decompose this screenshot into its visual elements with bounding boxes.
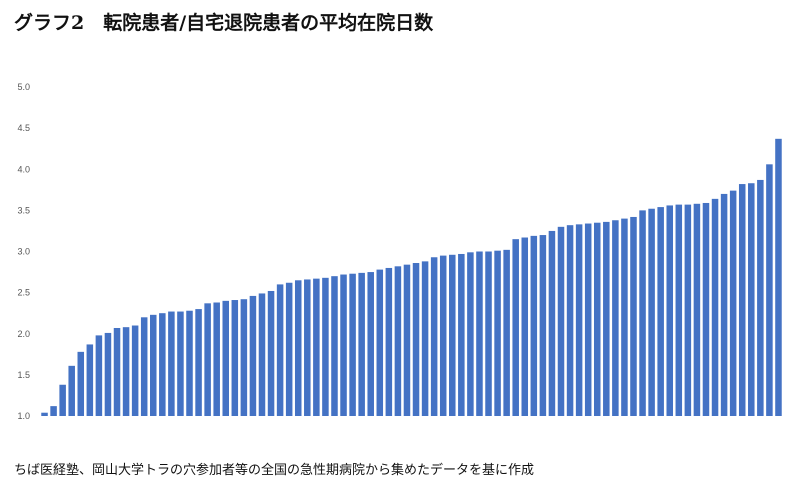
bar [349,273,356,416]
bar [476,251,483,416]
y-tick-label: 2.0 [17,329,30,339]
bar [204,303,211,416]
y-tick-label: 5.0 [17,82,30,92]
bar [367,272,374,416]
bar [294,280,302,416]
bar [113,327,121,416]
bar [439,255,447,416]
bar [557,226,565,416]
bar [322,277,329,416]
bar [521,237,529,416]
bar [240,299,248,416]
bar [150,314,157,416]
bar [50,406,57,416]
bar [358,272,365,416]
bar [122,327,130,416]
bar [267,290,275,416]
bar [285,282,293,416]
bars [41,138,782,417]
bar [684,204,692,416]
bar [548,230,556,416]
bar [331,276,338,416]
bar [494,250,501,416]
bar [449,254,456,416]
bar [249,295,257,416]
bar [421,261,429,416]
bar [657,207,664,416]
bar [59,384,66,416]
y-axis: 1.0 1.5 2.0 2.5 3.0 3.5 4.0 4.5 5.0 [17,82,30,421]
bar [539,235,547,416]
bar [168,311,175,416]
bar [720,193,728,416]
bar [512,239,519,416]
bar [711,198,719,416]
bar [485,251,492,416]
bar [458,253,465,416]
y-tick-label: 4.0 [17,164,30,174]
bar [584,223,592,416]
bar [131,325,139,416]
bar [621,218,628,416]
bar [666,205,673,416]
bar [530,235,538,416]
bar [313,278,320,416]
bar [213,302,220,416]
bar [702,202,710,416]
bar [467,252,474,416]
bar [603,221,610,416]
y-tick-label: 4.5 [17,123,30,133]
bar [177,311,184,416]
bar [385,267,393,416]
bar [412,263,420,416]
bar [503,249,510,416]
bar [775,138,782,416]
bar [738,184,746,416]
bar [86,344,94,416]
bar [222,300,230,416]
y-tick-label: 1.5 [17,370,30,380]
bar [757,179,764,416]
bar [430,257,438,416]
bar [639,210,646,417]
bar [693,203,701,416]
y-tick-label: 2.5 [17,288,30,298]
bar [195,309,202,416]
bar [95,335,103,416]
y-tick-label: 3.0 [17,247,30,257]
bar [41,412,48,416]
bar [675,204,683,416]
bar [258,293,266,416]
y-tick-label: 3.5 [17,205,30,215]
source-note: ちば医経塾、岡山大学トラの穴参加者等の全国の急性期病院から集めたデータを基に作成 [14,463,535,478]
bar [68,365,75,416]
bar [140,317,148,416]
bar [612,220,619,416]
bar [575,224,583,416]
y-tick-label: 1.0 [17,411,30,421]
bar [630,216,637,416]
bar [231,300,239,416]
chart-title: グラフ2 転院患者/自宅退院患者の平均在院日数 [14,12,434,34]
bar [566,225,574,416]
bar [340,274,347,416]
bar [276,284,284,416]
bar [648,208,655,416]
bar [729,190,737,416]
bar [77,351,85,416]
bar [104,332,112,416]
bar [394,266,402,416]
bar [159,313,166,416]
bar [766,164,773,416]
bar [403,264,411,416]
bar [304,279,311,416]
bar [186,310,193,416]
bar [748,183,755,416]
bar [593,222,601,416]
bar [376,269,384,416]
